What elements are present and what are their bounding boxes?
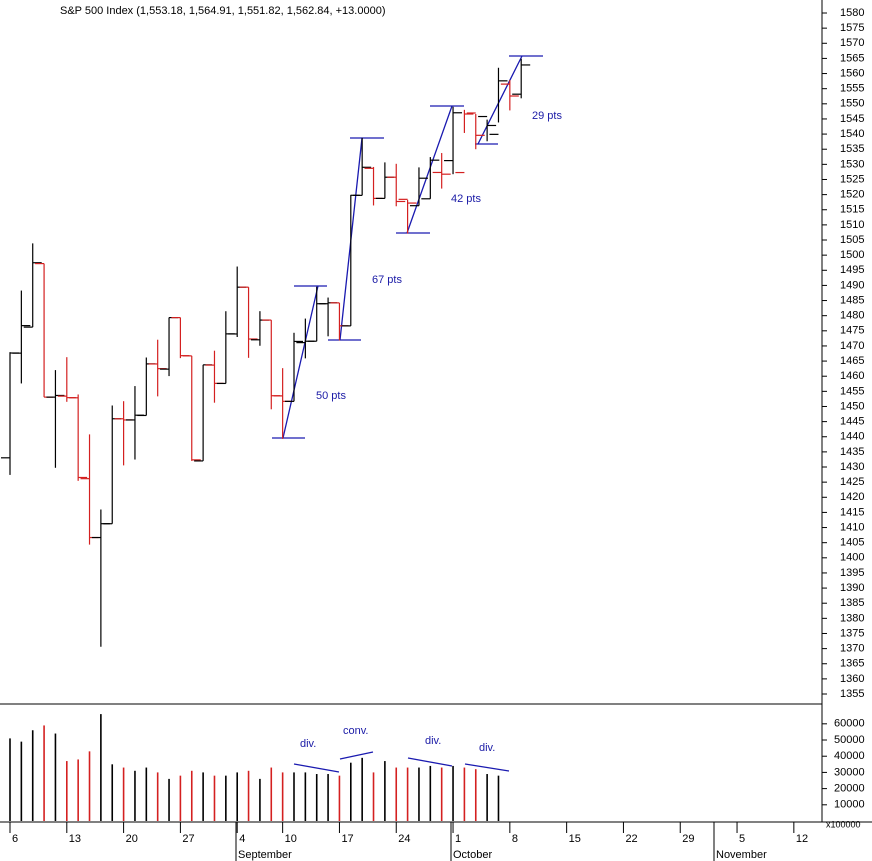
volume-y-tick-label: 10000 [834, 799, 865, 811]
y-tick-label: 1500 [840, 249, 864, 261]
annotation: 50 pts [316, 390, 346, 402]
y-tick-label: 1395 [840, 567, 864, 579]
volume-y-tick-label: 40000 [834, 750, 865, 762]
y-tick-label: 1505 [840, 234, 864, 246]
annotation: div. [300, 738, 316, 750]
y-tick-label: 1400 [840, 552, 864, 564]
y-tick-label: 1420 [840, 491, 864, 503]
y-tick-label: 1375 [840, 627, 864, 639]
y-tick-label: 1545 [840, 113, 864, 125]
month-label: November [716, 849, 767, 861]
y-tick-label: 1530 [840, 158, 864, 170]
annotation: 29 pts [532, 110, 562, 122]
volume-y-tick-label: 20000 [834, 783, 865, 795]
volume-y-tick-label: 30000 [834, 766, 865, 778]
y-tick-label: 1540 [840, 128, 864, 140]
y-tick-label: 1510 [840, 219, 864, 231]
y-tick-label: 1455 [840, 385, 864, 397]
annotation: conv. [343, 725, 368, 737]
x-tick-label: 6 [12, 833, 18, 845]
annotation: div. [479, 742, 495, 754]
y-tick-label: 1535 [840, 143, 864, 155]
x-tick-label: 22 [625, 833, 637, 845]
x-tick-label: 12 [796, 833, 808, 845]
y-tick-label: 1360 [840, 673, 864, 685]
x-tick-label: 1 [455, 833, 461, 845]
y-tick-label: 1565 [840, 52, 864, 64]
y-tick-label: 1570 [840, 37, 864, 49]
y-tick-label: 1550 [840, 98, 864, 110]
level-lines [272, 55, 543, 439]
trend-lines [272, 55, 543, 773]
y-tick-label: 1365 [840, 658, 864, 670]
volume-unit: x100000 [826, 819, 861, 829]
y-tick-label: 1470 [840, 340, 864, 352]
x-tick-label: 10 [285, 833, 297, 845]
y-tick-label: 1580 [840, 7, 864, 19]
volume-y-tick-label: 50000 [834, 734, 865, 746]
y-tick-label: 1380 [840, 612, 864, 624]
y-tick-label: 1450 [840, 400, 864, 412]
volume-trend-lines [293, 751, 510, 773]
x-tick-label: 20 [126, 833, 138, 845]
y-tick-label: 1405 [840, 537, 864, 549]
x-tick-label: 24 [398, 833, 410, 845]
y-tick-label: 1520 [840, 189, 864, 201]
y-tick-label: 1415 [840, 506, 864, 518]
y-tick-label: 1460 [840, 370, 864, 382]
y-tick-label: 1475 [840, 325, 864, 337]
month-label: September [238, 849, 292, 861]
y-tick-label: 1435 [840, 446, 864, 458]
x-tick-label: 4 [239, 833, 245, 845]
y-tick-label: 1465 [840, 355, 864, 367]
annotation: div. [425, 735, 441, 747]
y-tick-label: 1430 [840, 461, 864, 473]
y-tick-label: 1525 [840, 173, 864, 185]
annotation: 42 pts [451, 193, 481, 205]
y-tick-label: 1495 [840, 264, 864, 276]
y-tick-label: 1440 [840, 431, 864, 443]
y-tick-label: 1555 [840, 83, 864, 95]
y-tick-label: 1370 [840, 643, 864, 655]
swing-lines [282, 55, 523, 439]
y-tick-label: 1485 [840, 294, 864, 306]
x-tick-label: 8 [512, 833, 518, 845]
y-tick-label: 1515 [840, 204, 864, 216]
y-tick-label: 1425 [840, 476, 864, 488]
y-tick-label: 1445 [840, 416, 864, 428]
y-tick-label: 1390 [840, 582, 864, 594]
y-tick-label: 1355 [840, 688, 864, 700]
x-tick-label: 15 [569, 833, 581, 845]
y-tick-label: 1560 [840, 67, 864, 79]
chart-title: S&P 500 Index (1,553.18, 1,564.91, 1,551… [60, 5, 385, 17]
y-tick-label: 1490 [840, 279, 864, 291]
month-label: October [453, 849, 492, 861]
x-tick-label: 13 [69, 833, 81, 845]
annotation: 67 pts [372, 274, 402, 286]
y-tick-label: 1410 [840, 521, 864, 533]
x-tick-label: 27 [182, 833, 194, 845]
x-tick-label: 5 [739, 833, 745, 845]
x-tick-label: 29 [682, 833, 694, 845]
y-tick-label: 1575 [840, 22, 864, 34]
y-tick-label: 1480 [840, 310, 864, 322]
y-tick-label: 1385 [840, 597, 864, 609]
volume-y-tick-label: 60000 [834, 718, 865, 730]
x-tick-label: 17 [341, 833, 353, 845]
